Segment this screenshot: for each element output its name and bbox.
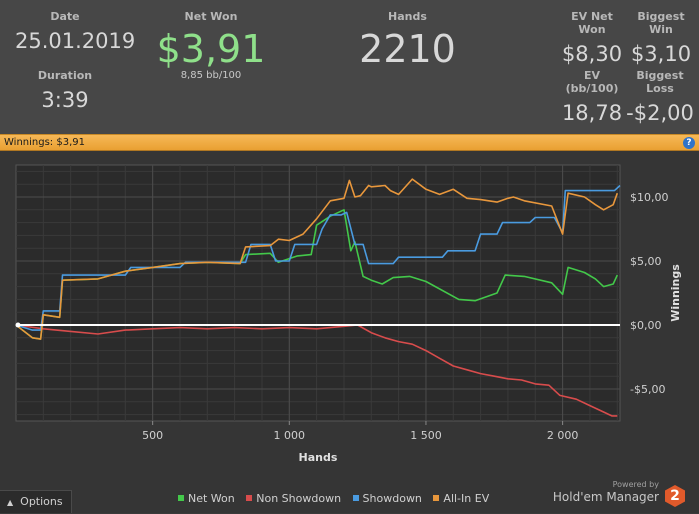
chevron-up-icon: ▲ xyxy=(7,498,14,507)
stat-ev-net-won: EV Net Won $8,30 xyxy=(558,10,626,66)
winnings-chart: 500 1 000 1 500 2 000 $10,00 $5,00 $0,00 -$5,00… xyxy=(15,164,682,464)
winnings-bar: Winnings: $3,91 ? xyxy=(0,134,699,151)
hm2-logo-icon: 2 xyxy=(665,485,685,507)
net-won-value: $3,91 xyxy=(156,27,266,71)
legend-swatch xyxy=(433,495,440,501)
ev-bb100-label: EV (bb/100) xyxy=(565,69,619,95)
stat-biggest-loss: Biggest Loss -$2,00 xyxy=(624,69,696,125)
series-line-all-in-ev xyxy=(15,178,619,340)
hands-label: Hands xyxy=(388,10,427,23)
y-axis-label: Winnings xyxy=(669,264,682,322)
legend-swatch xyxy=(352,495,359,501)
series-line-non-showdown xyxy=(15,324,618,417)
legend-item-net-won[interactable]: Net Won xyxy=(178,492,235,505)
net-won-bb100: 8,85 bb/100 xyxy=(180,70,242,81)
duration-label: Duration xyxy=(37,69,93,82)
biggest-loss-label: Biggest Loss xyxy=(636,69,684,95)
start-marker xyxy=(15,322,21,328)
options-label: Options xyxy=(20,495,63,508)
legend-item-showdown[interactable]: Showdown xyxy=(352,492,422,505)
x-tick-label: 500 xyxy=(142,429,163,442)
ev-net-won-value: $8,30 xyxy=(561,42,623,66)
powered-by-text: Powered by xyxy=(612,480,659,489)
legend-label: Showdown xyxy=(362,492,422,505)
brand-name: Hold'em Manager xyxy=(552,490,659,504)
y-tick-label: $0,00 xyxy=(630,319,662,332)
ev-bb100-value: 18,78 xyxy=(561,101,623,125)
date-label: Date xyxy=(50,10,80,23)
stats-panel: Date 25.01.2019 Duration 3:39 Net Won $3… xyxy=(0,0,699,134)
net-won-label: Net Won xyxy=(184,10,238,23)
stat-hands: Hands 2210 xyxy=(340,10,475,71)
x-tick-label: 1 500 xyxy=(410,429,442,442)
stat-biggest-win: Biggest Win $3,10 xyxy=(628,10,694,66)
hands-value: 2210 xyxy=(359,27,456,71)
x-axis-label: Hands xyxy=(299,451,338,464)
biggest-loss-value: -$2,00 xyxy=(626,101,694,125)
branding: Powered by Hold'em Manager xyxy=(553,480,659,504)
biggest-win-value: $3,10 xyxy=(630,42,692,66)
plot-background xyxy=(15,164,621,422)
options-button[interactable]: ▲ Options xyxy=(0,490,72,513)
legend-item-non-showdown[interactable]: Non Showdown xyxy=(246,492,341,505)
stat-net-won: Net Won $3,91 8,85 bb/100 xyxy=(145,10,277,81)
help-icon[interactable]: ? xyxy=(683,137,695,149)
legend-label: Net Won xyxy=(188,492,235,505)
winnings-bar-label: Winnings: $3,91 xyxy=(4,137,85,148)
legend-label: All-In EV xyxy=(443,492,490,505)
stat-ev-bb100: EV (bb/100) 18,78 xyxy=(558,69,626,125)
y-tick-label: $10,00 xyxy=(630,191,669,204)
x-tick-label: 1 000 xyxy=(274,429,306,442)
legend-label: Non Showdown xyxy=(256,492,342,505)
y-tick-label: -$5,00 xyxy=(630,383,665,396)
legend-swatch xyxy=(246,495,253,501)
x-tick-label: 2 000 xyxy=(547,429,579,442)
winnings-chart-area: 500 1 000 1 500 2 000 $10,00 $5,00 $0,00 -$5,00… xyxy=(0,151,699,513)
ev-net-won-label: EV Net Won xyxy=(571,10,613,36)
stat-duration: Duration 3:39 xyxy=(15,69,115,112)
duration-value: 3:39 xyxy=(41,88,89,112)
legend-swatch xyxy=(178,495,184,501)
series-line-showdown xyxy=(15,184,621,331)
y-tick-label: $5,00 xyxy=(630,255,662,268)
date-value: 25.01.2019 xyxy=(15,29,136,53)
legend-item-all-in-ev[interactable]: All-In EV xyxy=(433,492,489,505)
chart-legend: Net Won Non Showdown Showdown All-In EV xyxy=(178,492,497,505)
stat-date: Date 25.01.2019 xyxy=(15,10,136,53)
biggest-win-label: Biggest Win xyxy=(637,10,685,36)
